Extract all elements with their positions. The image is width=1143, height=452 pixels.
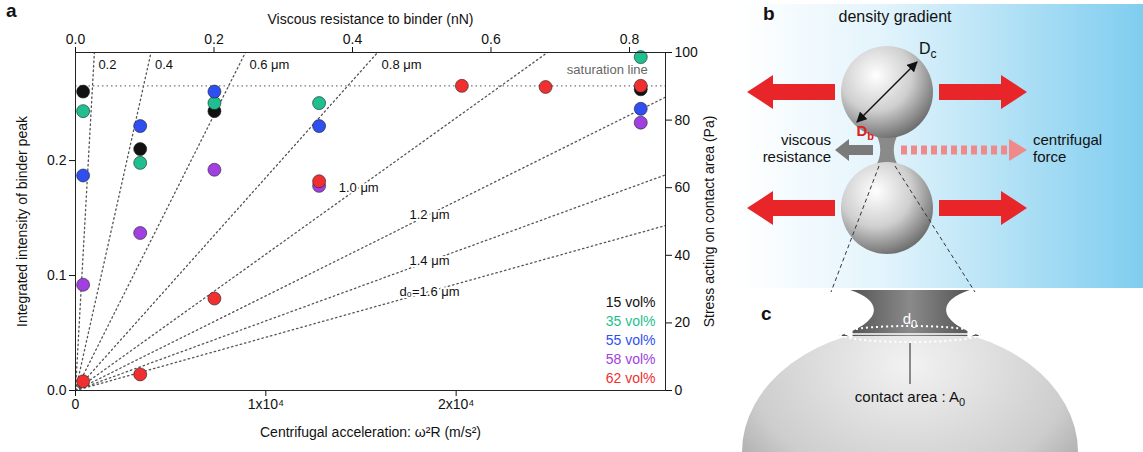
svg-text:force: force <box>1033 148 1066 165</box>
svg-text:viscous: viscous <box>781 131 831 148</box>
svg-text:0: 0 <box>675 382 683 398</box>
svg-text:Stress acting on contact area: Stress acting on contact area (Pa) <box>701 116 717 328</box>
svg-text:0.6 μm: 0.6 μm <box>249 57 289 72</box>
svg-text:density gradient: density gradient <box>839 8 953 25</box>
svg-text:0.4: 0.4 <box>343 31 363 47</box>
svg-text:0.6: 0.6 <box>481 31 501 47</box>
svg-text:0.8: 0.8 <box>620 31 640 47</box>
svg-text:c: c <box>761 303 772 324</box>
svg-text:0.4: 0.4 <box>155 57 173 72</box>
svg-text:resistance: resistance <box>763 148 831 165</box>
svg-text:b: b <box>763 3 775 24</box>
svg-text:20: 20 <box>675 314 691 330</box>
svg-text:0.2: 0.2 <box>204 31 224 47</box>
svg-text:d0: d0 <box>903 310 917 330</box>
svg-text:58 vol%: 58 vol% <box>606 351 656 367</box>
svg-text:0.0: 0.0 <box>47 382 67 398</box>
svg-text:1x10⁴: 1x10⁴ <box>248 396 284 412</box>
svg-text:0.8 μm: 0.8 μm <box>382 57 422 72</box>
svg-text:0: 0 <box>72 396 80 412</box>
html-text:a: a <box>6 0 17 21</box>
svg-text:saturation line: saturation line <box>567 62 648 77</box>
svg-text:1.4 μm: 1.4 μm <box>409 253 449 268</box>
svg-text:Centrifugal acceleration: ω²R: Centrifugal acceleration: ω²R (m/s²) <box>260 424 481 440</box>
svg-text:0.0: 0.0 <box>66 31 86 47</box>
svg-text:Dc: Dc <box>919 40 937 61</box>
svg-text:1.0 μm: 1.0 μm <box>339 180 379 195</box>
svg-text:100: 100 <box>675 44 699 60</box>
svg-text:1.2 μm: 1.2 μm <box>409 207 449 222</box>
svg-text:Integrated intensity of binder: Integrated intensity of binder peak <box>14 115 30 327</box>
svg-text:0.2: 0.2 <box>98 57 116 72</box>
svg-text:contact area : A0: contact area : A0 <box>855 388 965 408</box>
svg-text:15 vol%: 15 vol% <box>606 294 656 310</box>
svg-text:centrifugal: centrifugal <box>1033 131 1102 148</box>
svg-text:80: 80 <box>675 112 691 128</box>
svg-text:62 vol%: 62 vol% <box>606 370 656 386</box>
svg-text:40: 40 <box>675 247 691 263</box>
svg-text:55 vol%: 55 vol% <box>606 332 656 348</box>
svg-text:2x10⁴: 2x10⁴ <box>438 396 474 412</box>
svg-text:35 vol%: 35 vol% <box>606 313 656 329</box>
svg-text:Db: Db <box>856 122 874 142</box>
svg-text:0.2: 0.2 <box>47 152 67 168</box>
svg-text:d₀=1.6 μm: d₀=1.6 μm <box>399 284 459 299</box>
svg-text:Viscous resistance to binder (: Viscous resistance to binder (nN) <box>268 11 474 27</box>
svg-text:60: 60 <box>675 179 691 195</box>
svg-text:0.1: 0.1 <box>47 267 67 283</box>
